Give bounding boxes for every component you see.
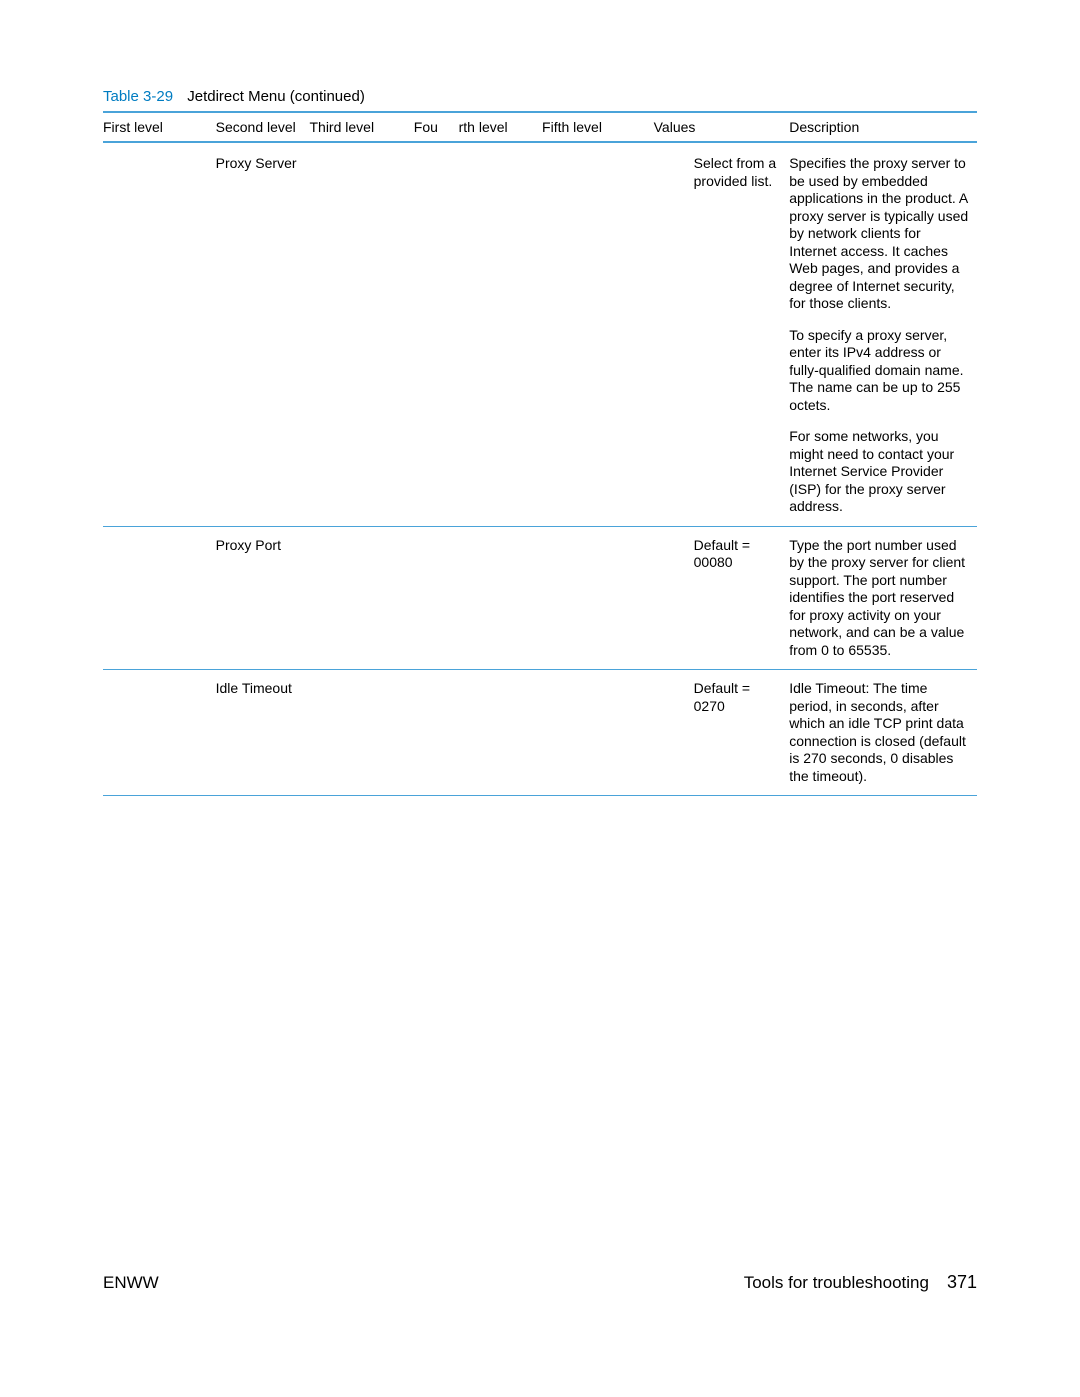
desc-lead-sep: : xyxy=(865,680,873,696)
cell-values: Select from a provided list. xyxy=(654,145,790,526)
table-row: Proxy Port Default = 00080 Type the port… xyxy=(103,527,977,670)
col-fourth-level-a: Fou xyxy=(414,113,459,141)
table-title: Jetdirect Menu (continued) xyxy=(187,88,365,105)
col-first-level: First level xyxy=(103,113,216,141)
table-caption: Table 3-29 Jetdirect Menu (continued) xyxy=(103,88,977,105)
col-third-level: Third level xyxy=(309,113,413,141)
page-content: Table 3-29 Jetdirect Menu (continued) Fi… xyxy=(103,88,977,796)
col-description: Description xyxy=(789,113,977,141)
jetdirect-table-body: Proxy Server Select from a provided list… xyxy=(103,145,977,796)
desc-para: For some networks, you might need to con… xyxy=(789,428,971,516)
cell-second-level: Proxy Port xyxy=(216,527,310,670)
cell-description: Idle Timeout: The time period, in second… xyxy=(789,670,977,795)
col-values: Values xyxy=(654,113,790,141)
page-footer: ENWW Tools for troubleshooting 371 xyxy=(103,1272,977,1293)
desc-para: To specify a proxy server, enter its IPv… xyxy=(789,327,971,415)
cell-description: Type the port number used by the proxy s… xyxy=(789,527,977,670)
table-row: Idle Timeout Default = 0270 Idle Timeout… xyxy=(103,670,977,795)
jetdirect-table: First level Second level Third level Fou… xyxy=(103,113,977,141)
desc-para: Idle Timeout: The time period, in second… xyxy=(789,680,971,785)
cell-values: Default = 0270 xyxy=(654,670,790,795)
footer-left: ENWW xyxy=(103,1273,159,1293)
footer-page-number: 371 xyxy=(947,1272,977,1293)
col-fifth-level: Fifth level xyxy=(542,113,654,141)
footer-section: Tools for troubleshooting xyxy=(744,1273,929,1293)
table-header-row: First level Second level Third level Fou… xyxy=(103,113,977,141)
table-number: Table 3-29 xyxy=(103,88,173,105)
desc-lead: Idle Timeout xyxy=(789,680,865,696)
cell-second-level: Proxy Server xyxy=(216,145,310,526)
table-row: Proxy Server Select from a provided list… xyxy=(103,145,977,526)
col-second-level: Second level xyxy=(216,113,310,141)
cell-second-level: Idle Timeout xyxy=(216,670,310,795)
col-fourth-level-b: rth level xyxy=(459,113,542,141)
desc-para: Specifies the proxy server to be used by… xyxy=(789,155,971,313)
cell-description: Specifies the proxy server to be used by… xyxy=(789,145,977,526)
cell-values: Default = 00080 xyxy=(654,527,790,670)
row-rule xyxy=(103,795,977,796)
desc-para: Type the port number used by the proxy s… xyxy=(789,537,971,660)
